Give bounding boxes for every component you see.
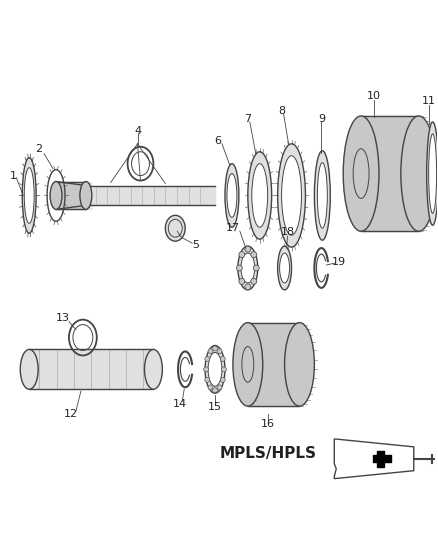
Ellipse shape [20, 350, 38, 389]
Ellipse shape [208, 385, 213, 390]
Polygon shape [334, 439, 414, 479]
Ellipse shape [217, 385, 222, 390]
Ellipse shape [145, 350, 162, 389]
Ellipse shape [80, 182, 92, 209]
Ellipse shape [241, 253, 255, 283]
Text: 17: 17 [226, 223, 240, 233]
Text: 14: 14 [173, 399, 187, 409]
Ellipse shape [278, 144, 305, 247]
Ellipse shape [165, 215, 185, 241]
Ellipse shape [227, 174, 237, 217]
Ellipse shape [222, 367, 226, 372]
Ellipse shape [401, 116, 437, 231]
Ellipse shape [251, 278, 257, 284]
Ellipse shape [208, 349, 213, 354]
Text: 10: 10 [367, 91, 381, 101]
Text: 9: 9 [318, 114, 325, 124]
Ellipse shape [343, 116, 379, 231]
Ellipse shape [22, 158, 36, 233]
Ellipse shape [239, 278, 245, 284]
Text: 15: 15 [208, 402, 222, 412]
Text: 8: 8 [278, 106, 285, 116]
Ellipse shape [225, 164, 239, 227]
Ellipse shape [204, 367, 208, 372]
Ellipse shape [205, 377, 210, 382]
Text: 12: 12 [64, 409, 78, 419]
Text: 16: 16 [261, 419, 275, 429]
Ellipse shape [245, 246, 251, 252]
Ellipse shape [278, 246, 292, 290]
Ellipse shape [205, 345, 225, 393]
Ellipse shape [282, 156, 301, 235]
Text: 13: 13 [56, 313, 70, 322]
Ellipse shape [245, 284, 251, 290]
Ellipse shape [238, 246, 258, 290]
Ellipse shape [248, 152, 272, 239]
Text: 6: 6 [215, 136, 222, 146]
Text: 4: 4 [134, 126, 141, 136]
Ellipse shape [427, 122, 438, 225]
Ellipse shape [285, 322, 314, 406]
Ellipse shape [212, 346, 218, 351]
Ellipse shape [220, 357, 225, 361]
Ellipse shape [50, 182, 62, 209]
Ellipse shape [220, 377, 225, 382]
Ellipse shape [208, 352, 222, 386]
Ellipse shape [429, 134, 437, 213]
Text: MPLS/HPLS: MPLS/HPLS [220, 446, 317, 461]
Ellipse shape [217, 349, 222, 354]
Ellipse shape [279, 253, 290, 283]
Ellipse shape [318, 163, 327, 228]
Ellipse shape [24, 168, 34, 223]
Ellipse shape [233, 322, 263, 406]
Text: 1: 1 [10, 171, 17, 181]
Text: 19: 19 [332, 257, 346, 267]
Ellipse shape [314, 151, 330, 240]
Text: 7: 7 [244, 114, 251, 124]
Text: 18: 18 [280, 227, 295, 237]
Ellipse shape [205, 357, 210, 361]
Ellipse shape [253, 265, 259, 271]
Ellipse shape [252, 164, 268, 227]
Ellipse shape [237, 265, 242, 271]
Ellipse shape [212, 387, 218, 393]
Text: 11: 11 [422, 96, 436, 106]
Ellipse shape [251, 252, 257, 257]
Ellipse shape [239, 252, 245, 257]
Text: 2: 2 [35, 144, 43, 154]
Text: 5: 5 [193, 240, 200, 250]
